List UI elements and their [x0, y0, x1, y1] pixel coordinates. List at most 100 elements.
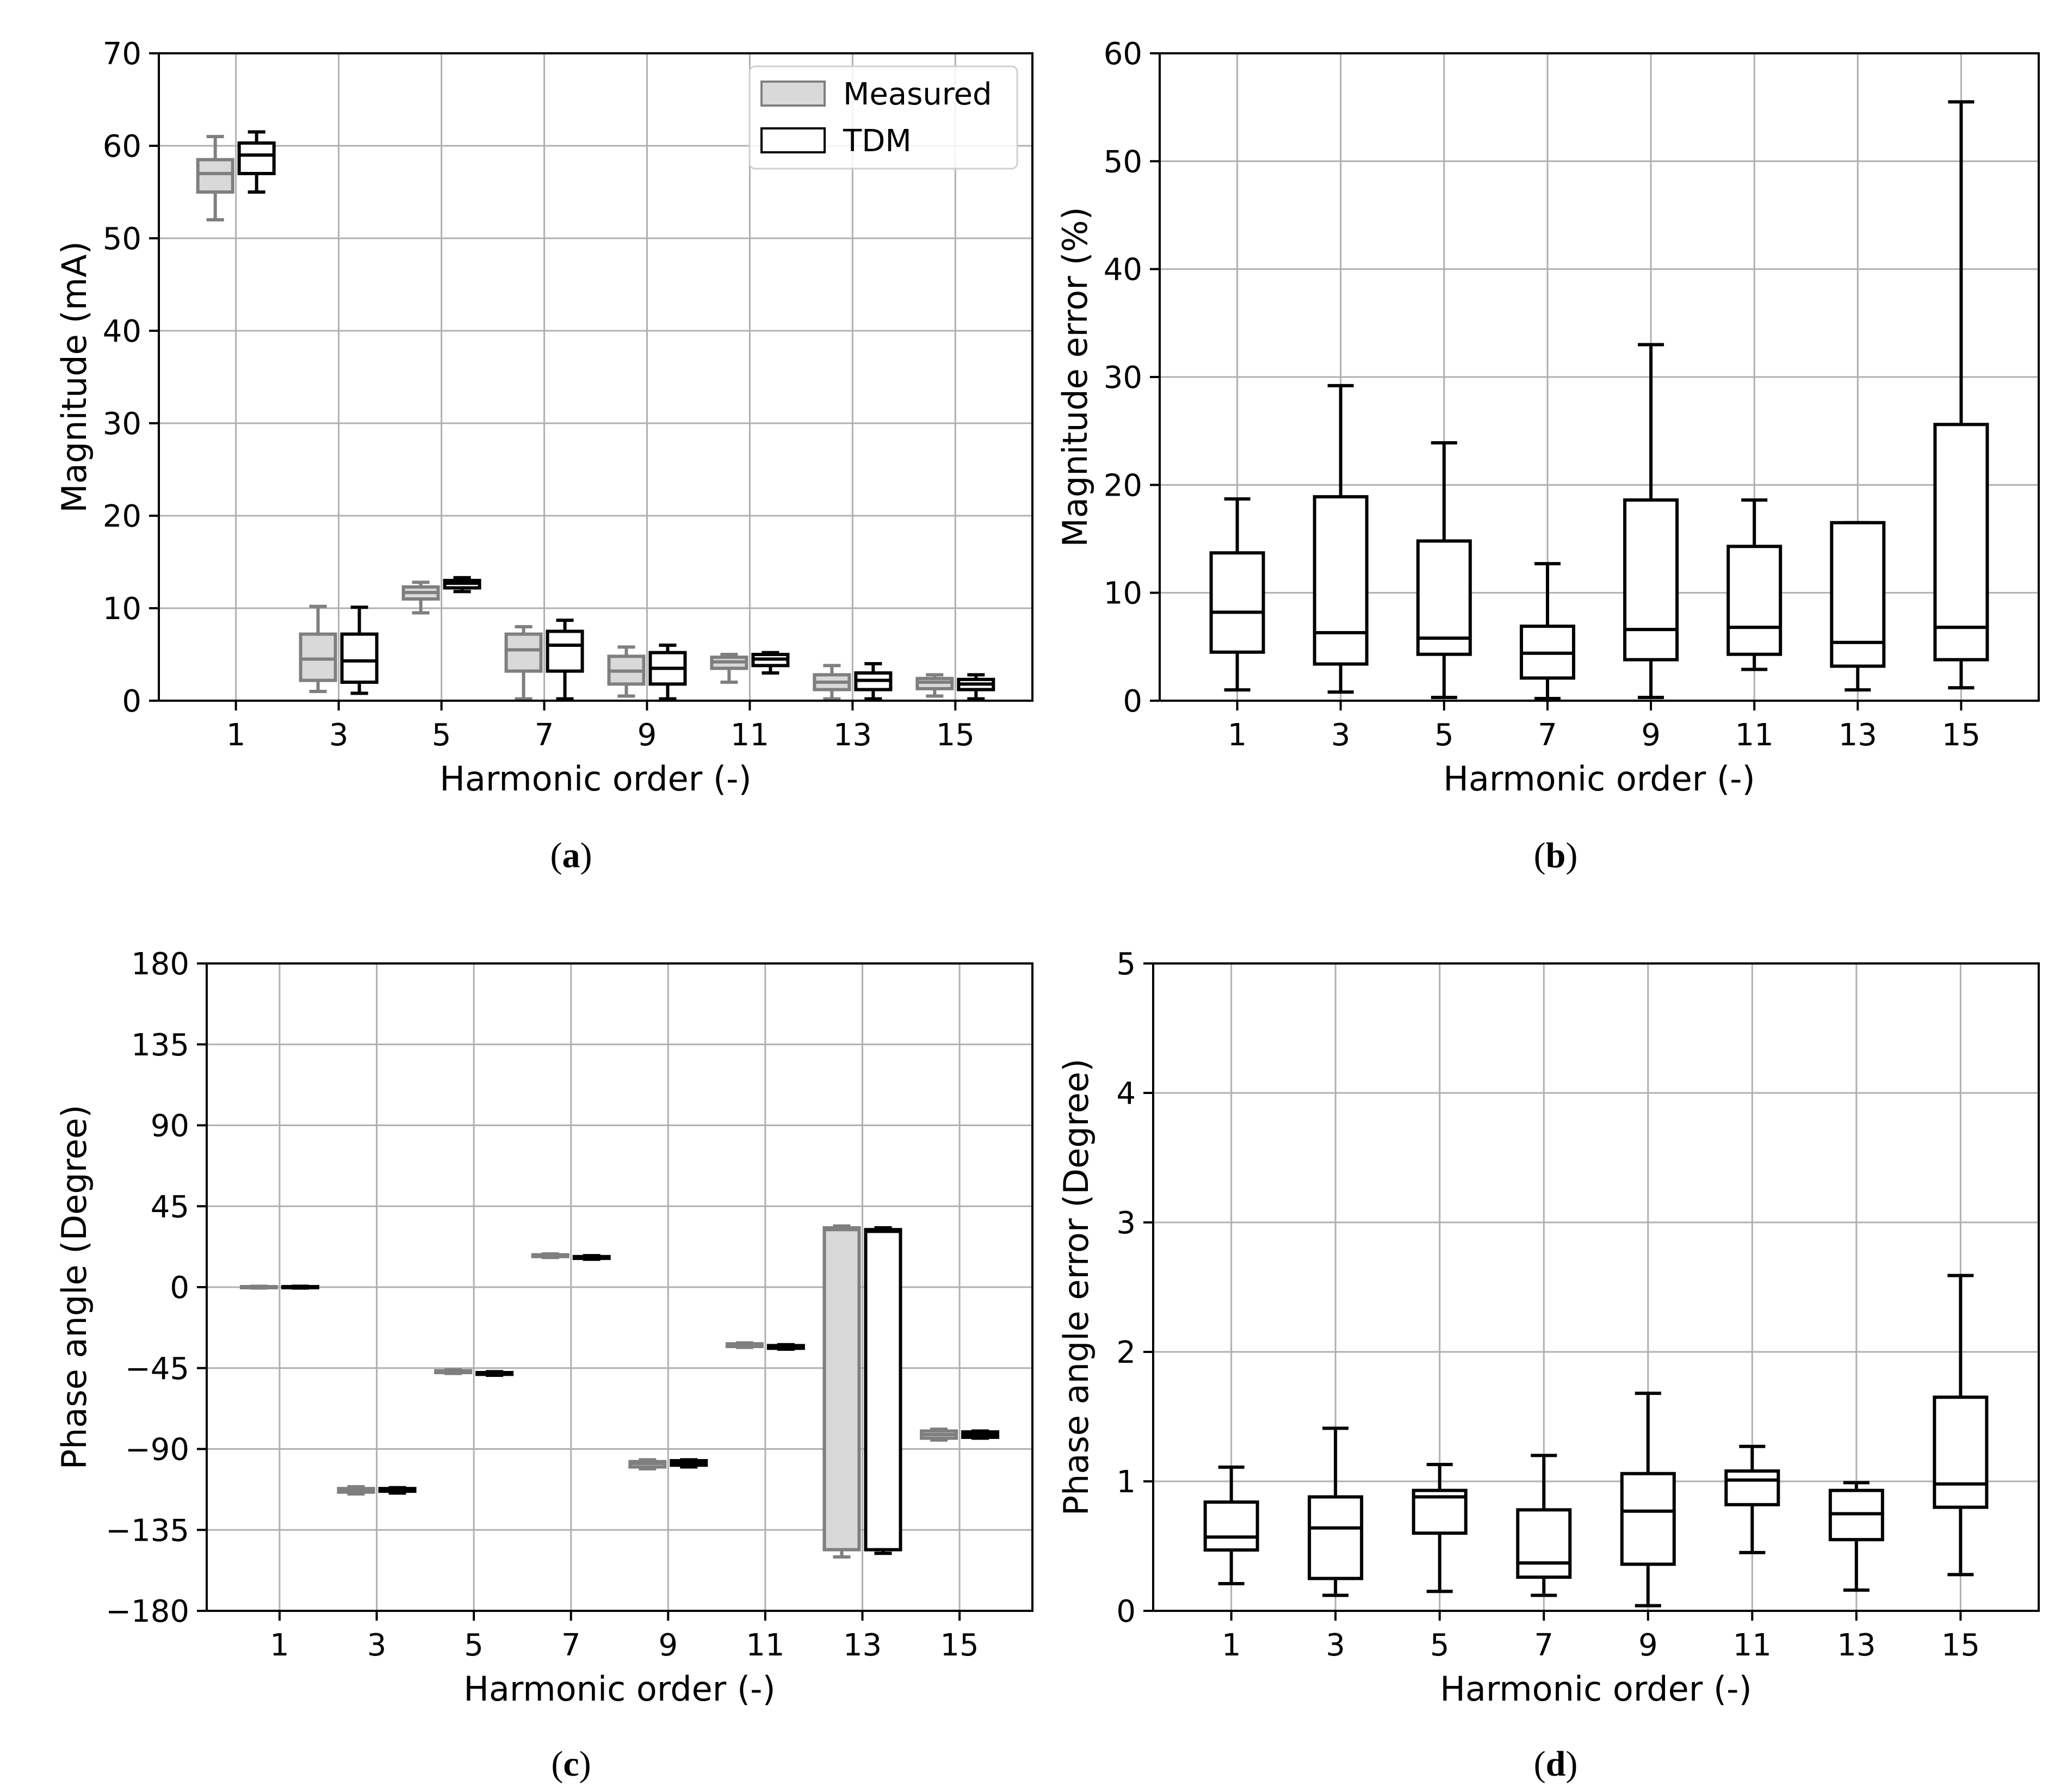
box-iqr — [1933, 423, 1989, 662]
x-axis-label: Harmonic order (-) — [440, 759, 751, 799]
box-iqr — [1620, 1472, 1676, 1566]
x-tick-label: 13 — [1837, 1628, 1876, 1663]
box-error-1 — [1209, 497, 1265, 692]
y-tick-label: 60 — [103, 129, 141, 164]
x-tick-label: 7 — [1534, 1628, 1554, 1663]
box-measured-3 — [299, 604, 337, 693]
y-tick-label: 50 — [1104, 144, 1142, 180]
x-tick-label: 9 — [1641, 718, 1661, 753]
x-tick-label: 5 — [1434, 718, 1454, 753]
box-error-5 — [1416, 441, 1472, 700]
box-iqr — [1933, 1395, 1989, 1509]
x-tick-label: 3 — [367, 1628, 387, 1663]
x-tick-label: 13 — [843, 1628, 882, 1663]
box-iqr — [1830, 521, 1886, 668]
y-axis-label: Magnitude (mA) — [54, 241, 94, 512]
box-error-5 — [1412, 1463, 1468, 1593]
legend-label-tdm: TDM — [843, 123, 912, 159]
box-iqr — [1623, 498, 1679, 662]
y-tick-label: 0 — [1116, 1594, 1136, 1629]
x-tick-label: 13 — [1839, 718, 1877, 753]
x-tick-label: 1 — [1228, 718, 1247, 753]
box-iqr — [546, 629, 584, 673]
y-tick-label: 90 — [151, 1109, 189, 1144]
y-tick-label: 180 — [131, 947, 189, 982]
x-tick-label: 13 — [833, 718, 872, 753]
box-error-3 — [1308, 1426, 1364, 1597]
box-iqr — [299, 632, 337, 682]
box-error-7 — [1519, 562, 1575, 701]
box-measured-9 — [628, 1458, 667, 1470]
x-tick-label: 15 — [1942, 718, 1981, 753]
box-iqr — [196, 158, 234, 194]
y-tick-label: 0 — [1123, 684, 1142, 719]
box-iqr — [1724, 1469, 1780, 1506]
box-tdm-7 — [572, 1254, 611, 1261]
y-tick-label: 0 — [170, 1270, 189, 1306]
box-iqr — [1516, 1508, 1572, 1579]
y-tick-label: −45 — [125, 1351, 189, 1387]
box-tdm-11 — [751, 651, 790, 675]
y-tick-label: 1 — [1116, 1465, 1136, 1500]
y-tick-label: 10 — [103, 591, 141, 627]
box-measured-15 — [920, 1428, 958, 1442]
box-measured-1 — [239, 1284, 278, 1290]
x-axis-label: Harmonic order (-) — [463, 1669, 775, 1709]
box-iqr — [1209, 551, 1265, 654]
y-tick-label: 4 — [1116, 1076, 1136, 1111]
box-iqr — [822, 1226, 861, 1552]
box-tdm-1 — [281, 1284, 319, 1290]
y-tick-label: 40 — [103, 314, 141, 349]
y-axis-label: Phase angle (Degree) — [54, 1105, 94, 1470]
box-tdm-13 — [864, 1226, 902, 1555]
box-measured-7 — [504, 625, 543, 701]
box-tdm-9 — [670, 1458, 708, 1469]
y-tick-label: 20 — [103, 499, 141, 534]
y-tick-label: 45 — [151, 1189, 189, 1225]
legend-swatch-tdm — [760, 127, 826, 153]
box-measured-1 — [196, 135, 234, 221]
box-error-15 — [1933, 1274, 1989, 1577]
x-tick-label: 5 — [1430, 1628, 1450, 1663]
x-tick-label: 7 — [561, 1628, 581, 1663]
box-error-3 — [1313, 384, 1369, 694]
y-tick-label: 70 — [103, 36, 141, 72]
x-tick-label: 11 — [1735, 718, 1774, 753]
box-tdm-7 — [546, 619, 584, 701]
y-tick-label: −135 — [106, 1513, 189, 1548]
box-measured-3 — [337, 1485, 375, 1496]
y-axis-label: Phase angle error (Degree) — [1056, 1059, 1096, 1516]
x-tick-label: 1 — [1222, 1628, 1241, 1663]
box-measured-5 — [401, 580, 440, 615]
box-measured-9 — [607, 645, 646, 698]
box-error-15 — [1933, 100, 1989, 690]
box-tdm-3 — [340, 605, 379, 695]
box-measured-13 — [822, 1224, 861, 1559]
box-tdm-3 — [378, 1486, 417, 1495]
y-tick-label: 20 — [1104, 468, 1142, 503]
box-iqr — [1313, 495, 1369, 666]
x-axis-label: Harmonic order (-) — [1440, 1669, 1752, 1709]
box-measured-13 — [813, 664, 851, 701]
x-tick-label: 3 — [329, 718, 349, 753]
legend-label-measured: Measured — [843, 77, 992, 112]
y-tick-label: 3 — [1116, 1206, 1136, 1241]
box-iqr — [864, 1228, 902, 1552]
box-measured-5 — [434, 1368, 473, 1375]
panel-phase-angle: 1 3 5 7 9 11 13 15−180−135−90−4504590135180Harm… — [54, 947, 1034, 1709]
caption-a: (a) — [550, 836, 592, 875]
y-tick-label: 30 — [103, 406, 141, 442]
box-iqr — [340, 632, 379, 684]
x-tick-label: 3 — [1331, 718, 1351, 753]
legend: Measured TDM — [748, 65, 1018, 170]
box-tdm-15 — [961, 1429, 1000, 1440]
box-iqr — [1416, 539, 1472, 656]
y-tick-label: 0 — [122, 684, 141, 719]
y-tick-label: 2 — [1116, 1335, 1136, 1370]
box-error-13 — [1830, 521, 1886, 692]
x-tick-label: 5 — [464, 1628, 484, 1663]
caption-b: (b) — [1533, 836, 1578, 875]
plot-frame — [1152, 962, 2040, 1612]
